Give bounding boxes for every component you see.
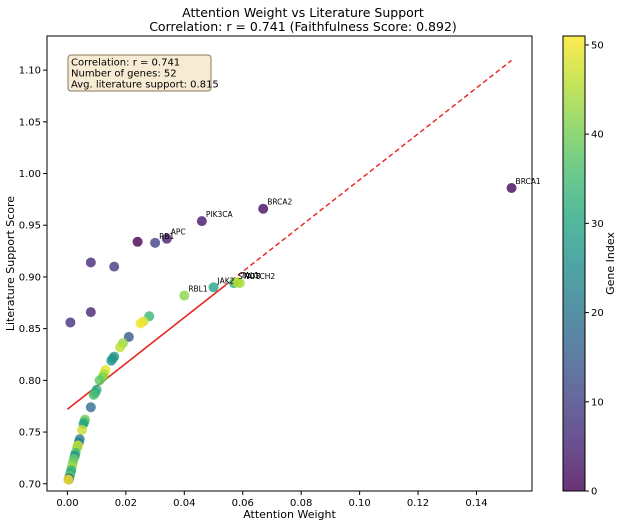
x-tick-label: 0.06 <box>232 498 254 509</box>
point-label: STAT3 <box>238 272 261 281</box>
x-tick-label: 0.08 <box>290 498 312 509</box>
point-label: JAK2 <box>217 276 235 285</box>
scatter-point <box>85 257 96 268</box>
info-box <box>67 54 212 92</box>
x-tick-label: 0.00 <box>56 498 78 509</box>
scatter-point <box>258 203 269 214</box>
x-axis-label: Attention Weight <box>243 508 336 521</box>
colorbar-tick-label: 0 <box>591 487 597 498</box>
scatter-point <box>65 317 76 328</box>
scatter-point <box>88 389 99 400</box>
fit-line-dashed <box>224 59 512 286</box>
y-tick-label: 0.95 <box>19 221 41 232</box>
y-axis-label: Literature Support Score <box>4 196 17 331</box>
scatter-point <box>150 237 161 248</box>
colorbar-tick-label: 10 <box>591 397 604 408</box>
plot-frame <box>46 35 533 492</box>
x-tick-label: 0.04 <box>173 498 195 509</box>
scatter-point <box>85 307 96 318</box>
colorbar-gradient <box>563 36 585 491</box>
point-label: RBL1 <box>188 285 208 294</box>
scatter-point <box>109 261 120 272</box>
scatter-point <box>85 402 96 413</box>
y-tick-label: 1.10 <box>19 66 41 77</box>
point-label: TAL1 <box>240 271 259 280</box>
scatter-point <box>234 278 245 289</box>
info-box-line: Correlation: r = 0.741 <box>71 58 180 69</box>
colorbar-tick-label: 20 <box>591 308 604 319</box>
colorbar-label: Gene Index <box>604 232 617 295</box>
x-tick-label: 0.10 <box>348 498 370 509</box>
info-box-line: Number of genes: 52 <box>71 69 177 80</box>
scatter-point <box>208 282 219 293</box>
chart-title: Attention Weight vs Literature Support <box>182 5 424 20</box>
scatter-point <box>77 424 88 435</box>
point-label: RB1 <box>159 232 174 241</box>
y-tick-label: 0.75 <box>19 428 41 439</box>
y-tick-label: 1.00 <box>19 169 41 180</box>
scatter-point <box>115 342 126 353</box>
scatter-point <box>94 375 105 386</box>
colorbar-tick-label: 30 <box>591 219 604 230</box>
x-tick-label: 0.14 <box>465 498 487 509</box>
y-tick-label: 0.85 <box>19 324 41 335</box>
y-tick-label: 0.90 <box>19 272 41 283</box>
scatter-point <box>161 233 172 244</box>
point-label: PIK3CA <box>206 210 234 219</box>
scatter-point <box>135 318 146 329</box>
scatter-point <box>63 474 74 485</box>
x-tick-label: 0.12 <box>407 498 429 509</box>
axes: 0.00 0.02 0.04 0.06 0.08 0.10 0.12 0.14 0.70 0.75… <box>4 35 533 521</box>
colorbar-tick-label: 50 <box>591 40 604 51</box>
y-tick-label: 0.70 <box>19 479 41 490</box>
colorbar: 0 10 20 30 40 50 Gene Index <box>562 35 617 498</box>
point-label: NOTCH2 <box>244 272 276 281</box>
scatter-point <box>132 236 143 247</box>
scatter-point <box>196 216 207 227</box>
point-label: BRCA1 <box>516 177 541 186</box>
chart-subtitle: Correlation: r = 0.741 (Faithfulness Sco… <box>149 19 457 34</box>
scatter-point <box>106 355 117 366</box>
point-label: BRCA2 <box>267 198 292 207</box>
colorbar-frame <box>562 35 586 492</box>
y-tick-label: 0.80 <box>19 376 41 387</box>
info-box-line: Avg. literature support: 0.815 <box>71 80 219 91</box>
scatter-point <box>506 183 517 194</box>
point-label: APC <box>171 228 186 237</box>
colorbar-tick-label: 40 <box>591 130 604 141</box>
scatter-point <box>179 290 190 301</box>
y-tick-label: 1.05 <box>19 117 41 128</box>
x-tick-label: 0.02 <box>115 498 137 509</box>
